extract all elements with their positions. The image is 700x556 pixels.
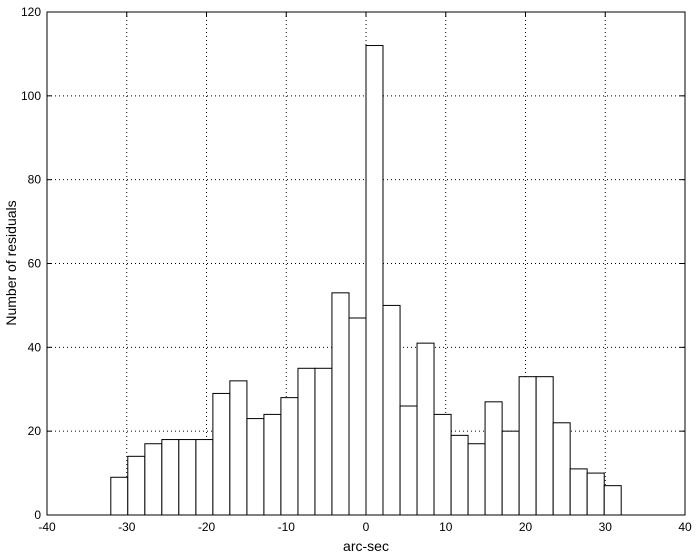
bar bbox=[467, 443, 486, 516]
x-tick-label: 20 bbox=[519, 520, 533, 534]
bar bbox=[450, 434, 469, 516]
bar bbox=[535, 376, 554, 516]
x-tick-label: -10 bbox=[278, 520, 296, 534]
y-tick-label: 120 bbox=[21, 5, 41, 19]
bar bbox=[552, 422, 571, 516]
bar bbox=[365, 45, 384, 516]
bar bbox=[195, 439, 214, 516]
y-tick-label: 40 bbox=[28, 340, 42, 354]
x-axis-label: arc-sec bbox=[343, 538, 389, 554]
bar bbox=[212, 392, 231, 516]
bar bbox=[348, 317, 367, 516]
y-tick-label: 60 bbox=[28, 257, 42, 271]
bar bbox=[484, 401, 503, 516]
bar bbox=[297, 367, 316, 516]
x-tick-label: 0 bbox=[363, 520, 370, 534]
bar bbox=[586, 472, 605, 516]
bar bbox=[501, 430, 520, 516]
bar bbox=[416, 342, 435, 516]
bar bbox=[518, 376, 537, 516]
bar bbox=[178, 439, 197, 516]
x-tick-label: -30 bbox=[118, 520, 136, 534]
x-tick-label: 40 bbox=[678, 520, 692, 534]
bar bbox=[433, 413, 452, 516]
y-tick-label: 80 bbox=[28, 173, 42, 187]
y-tick-label: 0 bbox=[34, 508, 41, 522]
y-tick-label: 100 bbox=[21, 89, 41, 103]
x-tick-label: -40 bbox=[38, 520, 56, 534]
bar bbox=[127, 455, 146, 516]
y-axis-label: Number of residuals bbox=[3, 200, 19, 325]
bar bbox=[110, 476, 129, 516]
y-tick-label: 20 bbox=[28, 424, 42, 438]
bar bbox=[569, 468, 588, 516]
x-tick-label: -20 bbox=[198, 520, 216, 534]
bar bbox=[161, 439, 180, 516]
bar bbox=[229, 380, 248, 516]
x-tick-label: 10 bbox=[439, 520, 453, 534]
plot-frame bbox=[46, 11, 686, 516]
bar bbox=[144, 443, 163, 516]
bar bbox=[382, 304, 401, 516]
bar bbox=[603, 485, 622, 516]
bar bbox=[331, 292, 350, 516]
bar bbox=[399, 405, 418, 516]
bar bbox=[314, 367, 333, 516]
bar bbox=[263, 413, 282, 516]
x-tick-label: 30 bbox=[599, 520, 613, 534]
bar bbox=[280, 397, 299, 516]
bar bbox=[246, 418, 265, 516]
